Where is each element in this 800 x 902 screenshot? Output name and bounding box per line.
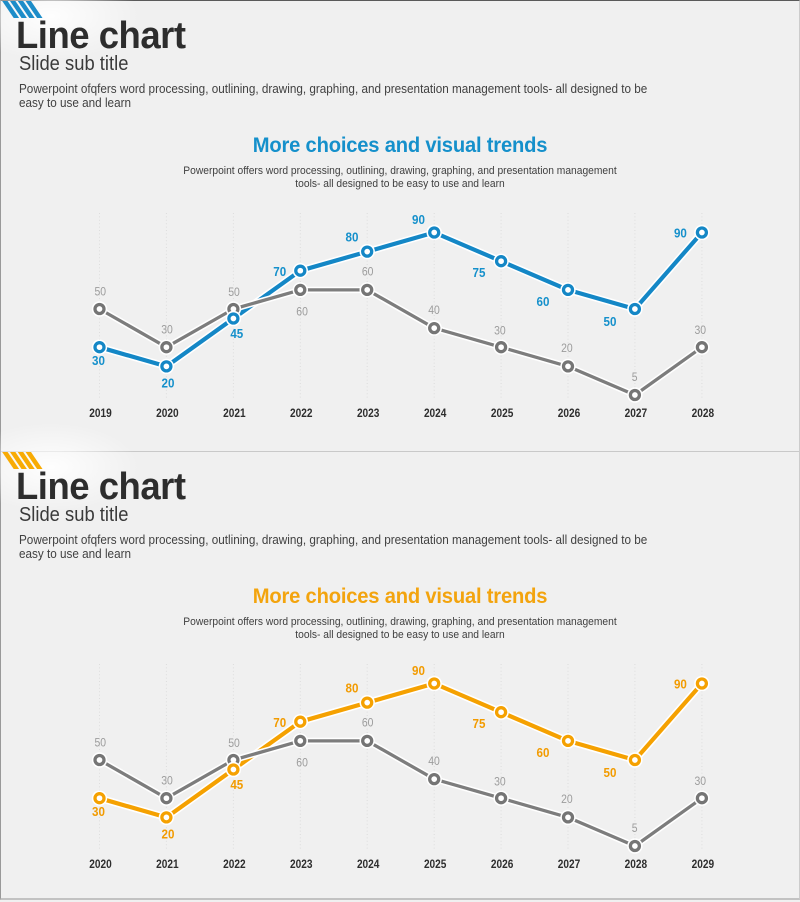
- svg-text:30: 30: [695, 323, 707, 337]
- svg-text:45: 45: [230, 326, 243, 341]
- svg-text:90: 90: [674, 676, 687, 691]
- svg-text:60: 60: [296, 304, 308, 318]
- svg-text:60: 60: [362, 716, 374, 730]
- svg-text:30: 30: [161, 323, 173, 337]
- svg-text:2029: 2029: [692, 859, 715, 871]
- svg-text:60: 60: [362, 265, 374, 279]
- svg-text:60: 60: [537, 745, 550, 760]
- svg-text:70: 70: [273, 264, 286, 279]
- svg-text:50: 50: [604, 314, 617, 329]
- svg-text:50: 50: [95, 285, 107, 299]
- svg-text:2028: 2028: [692, 408, 715, 420]
- svg-text:20: 20: [162, 826, 175, 841]
- svg-text:2025: 2025: [491, 408, 514, 420]
- svg-text:75: 75: [473, 716, 486, 731]
- svg-text:30: 30: [92, 353, 105, 368]
- svg-text:50: 50: [228, 736, 240, 750]
- svg-text:90: 90: [674, 225, 687, 240]
- svg-text:2024: 2024: [424, 408, 447, 420]
- svg-text:2020: 2020: [156, 408, 179, 420]
- svg-text:50: 50: [228, 285, 240, 299]
- svg-text:2026: 2026: [491, 859, 514, 871]
- svg-text:20: 20: [162, 375, 175, 390]
- svg-text:2022: 2022: [223, 859, 246, 871]
- svg-text:90: 90: [412, 663, 425, 678]
- svg-text:5: 5: [632, 370, 638, 384]
- svg-text:2027: 2027: [558, 859, 581, 871]
- svg-text:30: 30: [161, 774, 173, 788]
- svg-text:2026: 2026: [558, 408, 581, 420]
- svg-text:75: 75: [473, 265, 486, 280]
- svg-text:60: 60: [537, 294, 550, 309]
- svg-text:2021: 2021: [156, 859, 179, 871]
- svg-text:2022: 2022: [290, 408, 313, 420]
- svg-text:50: 50: [604, 765, 617, 780]
- svg-text:2023: 2023: [357, 408, 380, 420]
- svg-text:80: 80: [346, 230, 359, 245]
- svg-text:30: 30: [92, 804, 105, 819]
- svg-text:20: 20: [561, 792, 573, 806]
- svg-text:2025: 2025: [424, 859, 447, 871]
- svg-text:2023: 2023: [290, 859, 313, 871]
- svg-text:80: 80: [346, 681, 359, 696]
- svg-text:2020: 2020: [89, 859, 112, 871]
- svg-text:20: 20: [561, 341, 573, 355]
- svg-text:30: 30: [494, 323, 506, 337]
- svg-text:40: 40: [428, 303, 440, 317]
- svg-text:45: 45: [230, 777, 243, 792]
- svg-text:2019: 2019: [89, 408, 112, 420]
- svg-text:2024: 2024: [357, 859, 380, 871]
- svg-text:40: 40: [428, 754, 440, 768]
- svg-text:5: 5: [632, 821, 638, 835]
- svg-text:70: 70: [273, 715, 286, 730]
- svg-text:2021: 2021: [223, 408, 246, 420]
- svg-text:30: 30: [695, 774, 707, 788]
- svg-text:60: 60: [296, 755, 308, 769]
- svg-text:2027: 2027: [625, 408, 648, 420]
- svg-text:30: 30: [494, 774, 506, 788]
- svg-text:90: 90: [412, 212, 425, 227]
- svg-text:50: 50: [95, 736, 107, 750]
- svg-text:2028: 2028: [625, 859, 648, 871]
